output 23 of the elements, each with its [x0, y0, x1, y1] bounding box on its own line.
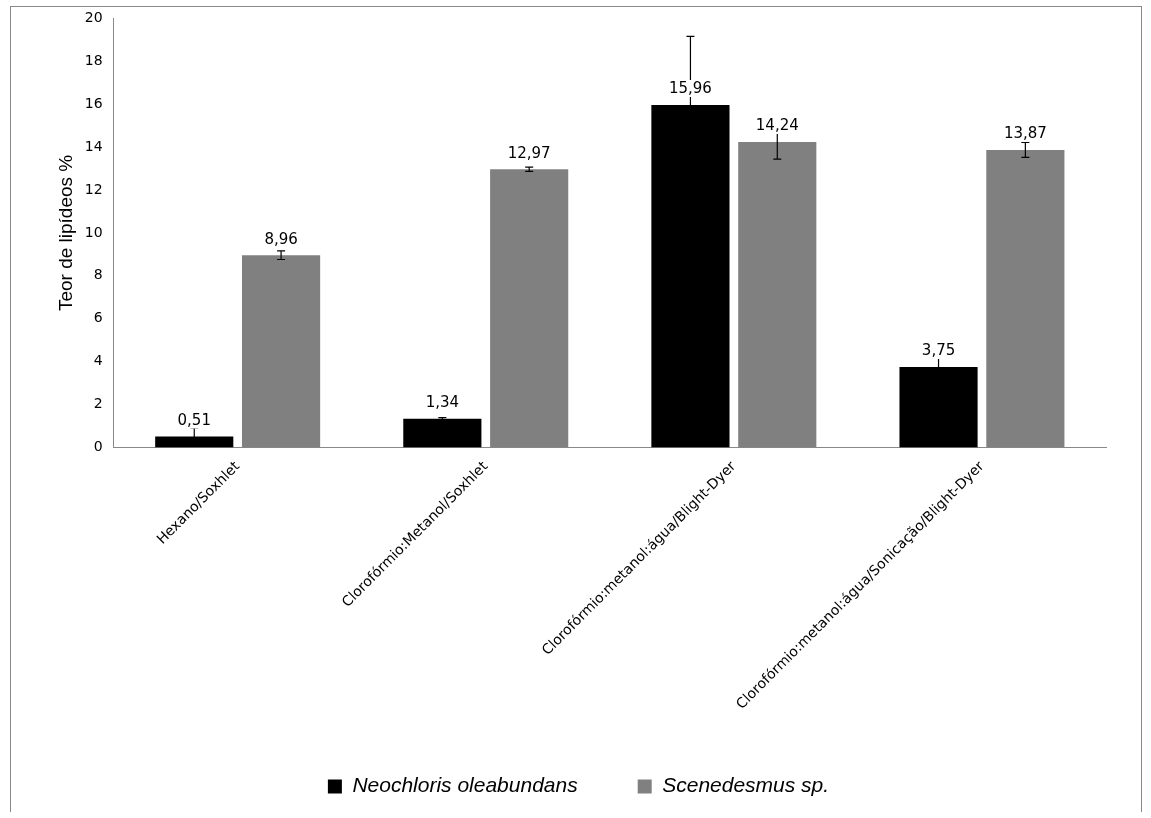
y-tick-label: 10: [84, 223, 103, 240]
legend-label: Scenedesmus sp.: [662, 773, 830, 797]
y-tick-label: 12: [84, 180, 103, 197]
y-tick-label: 14: [84, 137, 103, 154]
data-label: 12,97: [507, 143, 551, 162]
data-label: 3,75: [921, 341, 956, 360]
y-tick-label: 18: [84, 51, 103, 68]
legend-label: Neochloris oleabundans: [352, 773, 579, 797]
bar: [403, 418, 482, 448]
data-label: 15,96: [668, 79, 712, 98]
y-axis-title: Teor de lipídeos %: [54, 154, 76, 312]
y-tick-label: 0: [93, 438, 103, 455]
data-label: 8,96: [264, 229, 298, 248]
y-tick-label: 8: [93, 266, 103, 283]
data-label: 14,24: [755, 116, 799, 135]
y-tick-label: 4: [93, 352, 103, 369]
y-tick-label: 2: [93, 395, 103, 412]
y-tick-label: 6: [93, 309, 103, 326]
y-tick-label: 16: [84, 94, 103, 111]
data-label: 1,34: [425, 393, 460, 412]
data-label: 0,51: [177, 410, 211, 429]
y-tick-label: 20: [84, 9, 103, 26]
data-label: 13,87: [1003, 124, 1047, 143]
